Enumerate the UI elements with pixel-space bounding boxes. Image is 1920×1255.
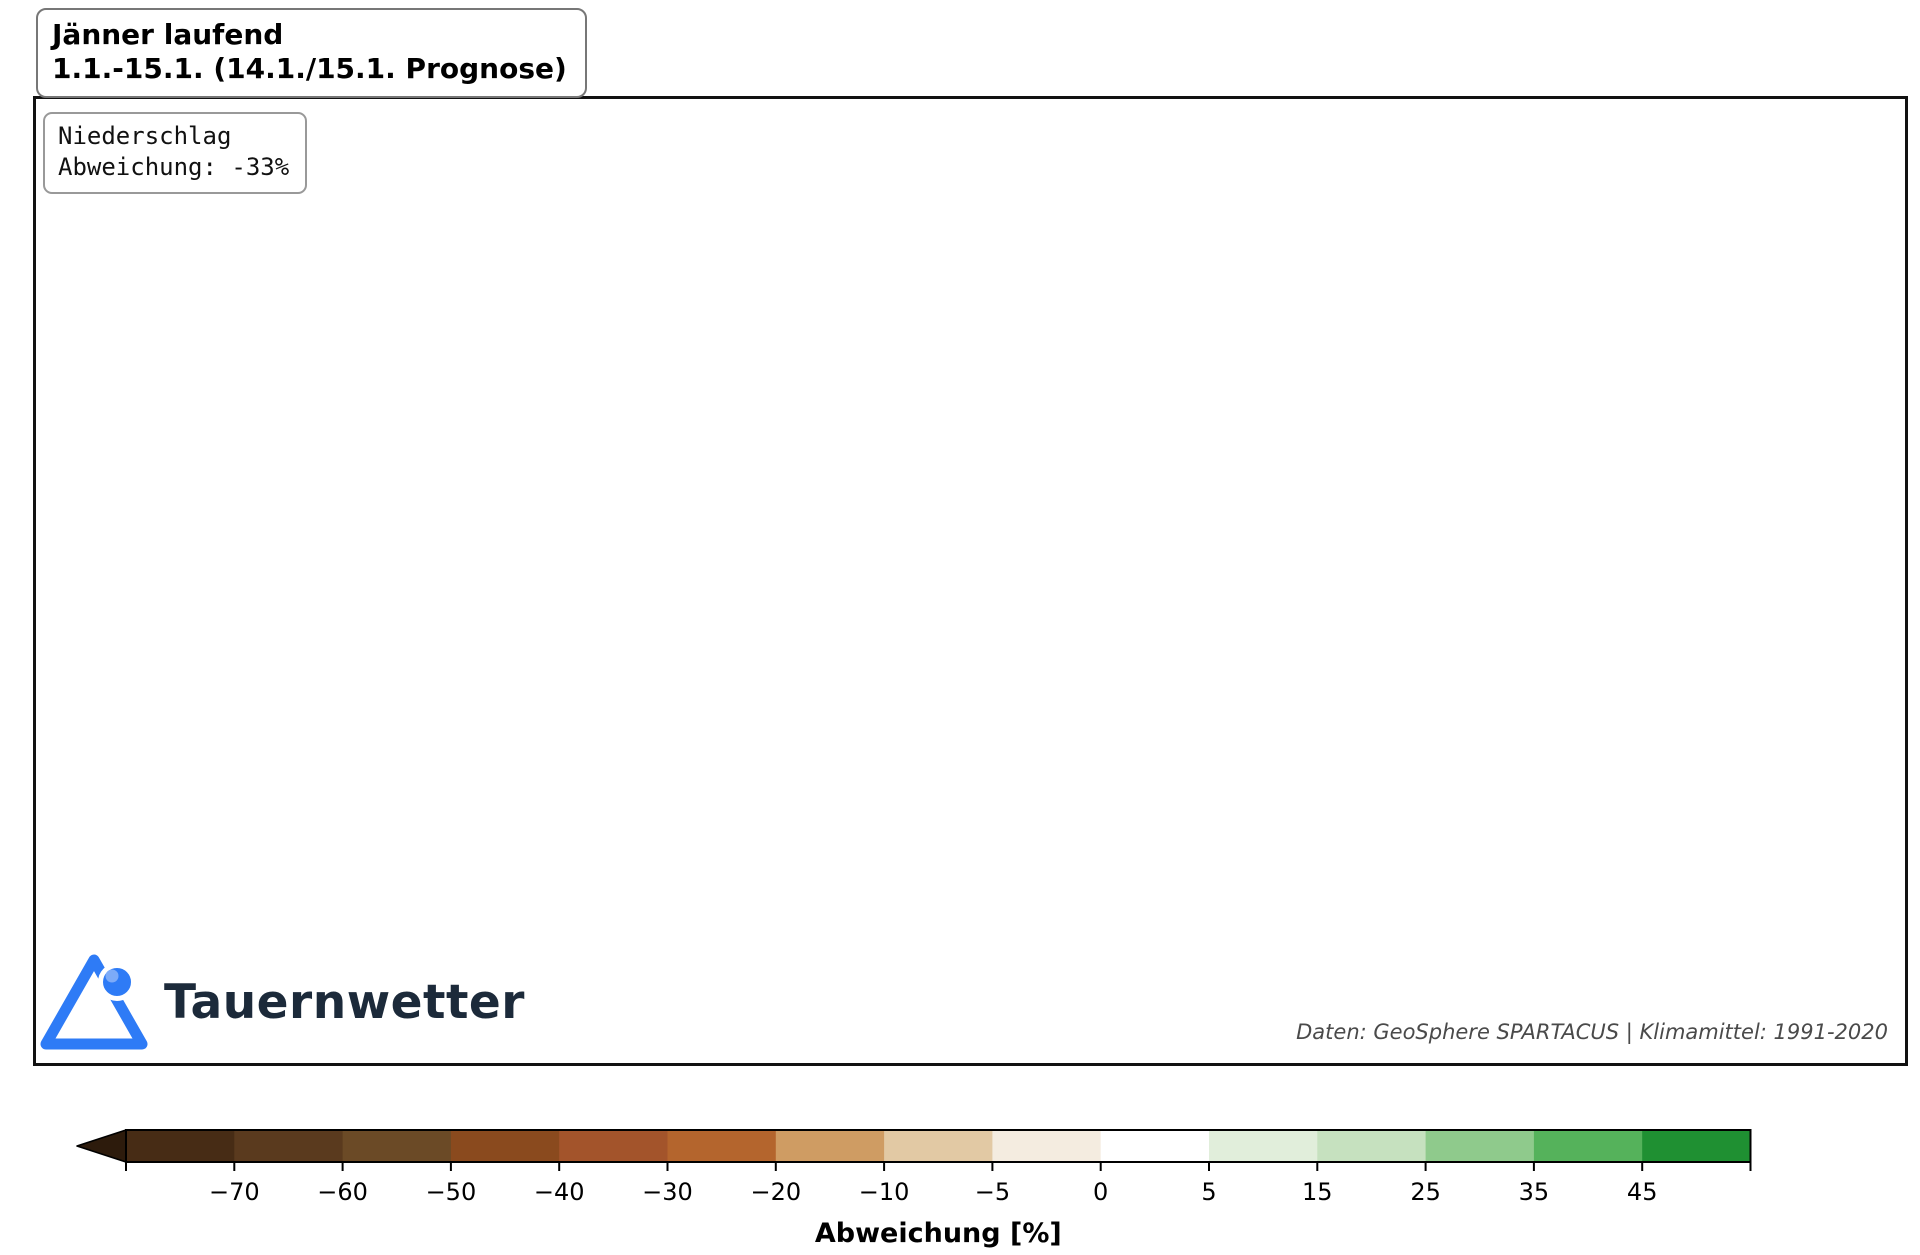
colorbar-tick-label: 5 (1201, 1178, 1216, 1206)
colorbar-tick-label: −70 (209, 1178, 260, 1206)
colorbar-segment (126, 1130, 235, 1162)
colorbar-tick-label: 15 (1302, 1178, 1333, 1206)
colorbar-tick-label: −60 (317, 1178, 368, 1206)
colorbar-tick-label: 0 (1093, 1178, 1108, 1206)
colorbar-segment (1317, 1130, 1427, 1162)
colorbar-segment (1425, 1130, 1535, 1162)
colorbar-tick-label: 25 (1410, 1178, 1441, 1206)
colorbar-segment (775, 1130, 885, 1162)
colorbar-tick-label: 45 (1627, 1178, 1658, 1206)
colorbar-extend-arrow (76, 1129, 127, 1163)
colorbar-tick-label: −5 (975, 1178, 1010, 1206)
title-line-1: Jänner laufend (52, 18, 284, 51)
colorbar-segment (884, 1130, 993, 1162)
colorbar-segment (1533, 1130, 1643, 1162)
colorbar-segment (1642, 1130, 1752, 1162)
logo: Tauernwetter (38, 952, 525, 1052)
colorbar-outline (125, 1129, 1752, 1163)
title-line-2: 1.1.-15.1. (14.1./15.1. Prognose) (52, 52, 567, 86)
colorbar-segment (1209, 1130, 1318, 1162)
colorbar-tick-label: 35 (1519, 1178, 1550, 1206)
colorbar-tick-label: −30 (642, 1178, 693, 1206)
colorbar-tick-label: −40 (534, 1178, 585, 1206)
colorbar-tick-label: −10 (859, 1178, 910, 1206)
colorbar-segment (1100, 1130, 1210, 1162)
colorbar-segment (667, 1130, 777, 1162)
annotation-variable: Niederschlag (58, 122, 232, 150)
plot-frame (33, 96, 1908, 1066)
colorbar-segment (234, 1130, 344, 1162)
colorbar-segment (559, 1130, 669, 1162)
colorbar-tick-label: −50 (426, 1178, 477, 1206)
annotation-value: Abweichung: -33% (58, 153, 290, 182)
title-box: Jänner laufend 1.1.-15.1. (14.1./15.1. P… (36, 8, 587, 99)
colorbar: −70 −60 −50 −40 −30 −20 −10 −5 0 5 15 25 35 45Abweich… (76, 1129, 1752, 1249)
logo-text: Tauernwetter (164, 974, 525, 1030)
annotation-box: Niederschlag Abweichung: -33% (43, 112, 308, 195)
colorbar-segment (450, 1130, 560, 1162)
colorbar-tick-label: −20 (750, 1178, 801, 1206)
colorbar-segment (992, 1130, 1102, 1162)
colorbar-segment (342, 1130, 452, 1162)
mountain-sun-icon (40, 954, 148, 1050)
colorbar-axis-label: Abweichung [%] (815, 1218, 1062, 1249)
attribution-text: Daten: GeoSphere SPARTACUS | Klimamittel… (1296, 1020, 1888, 1044)
